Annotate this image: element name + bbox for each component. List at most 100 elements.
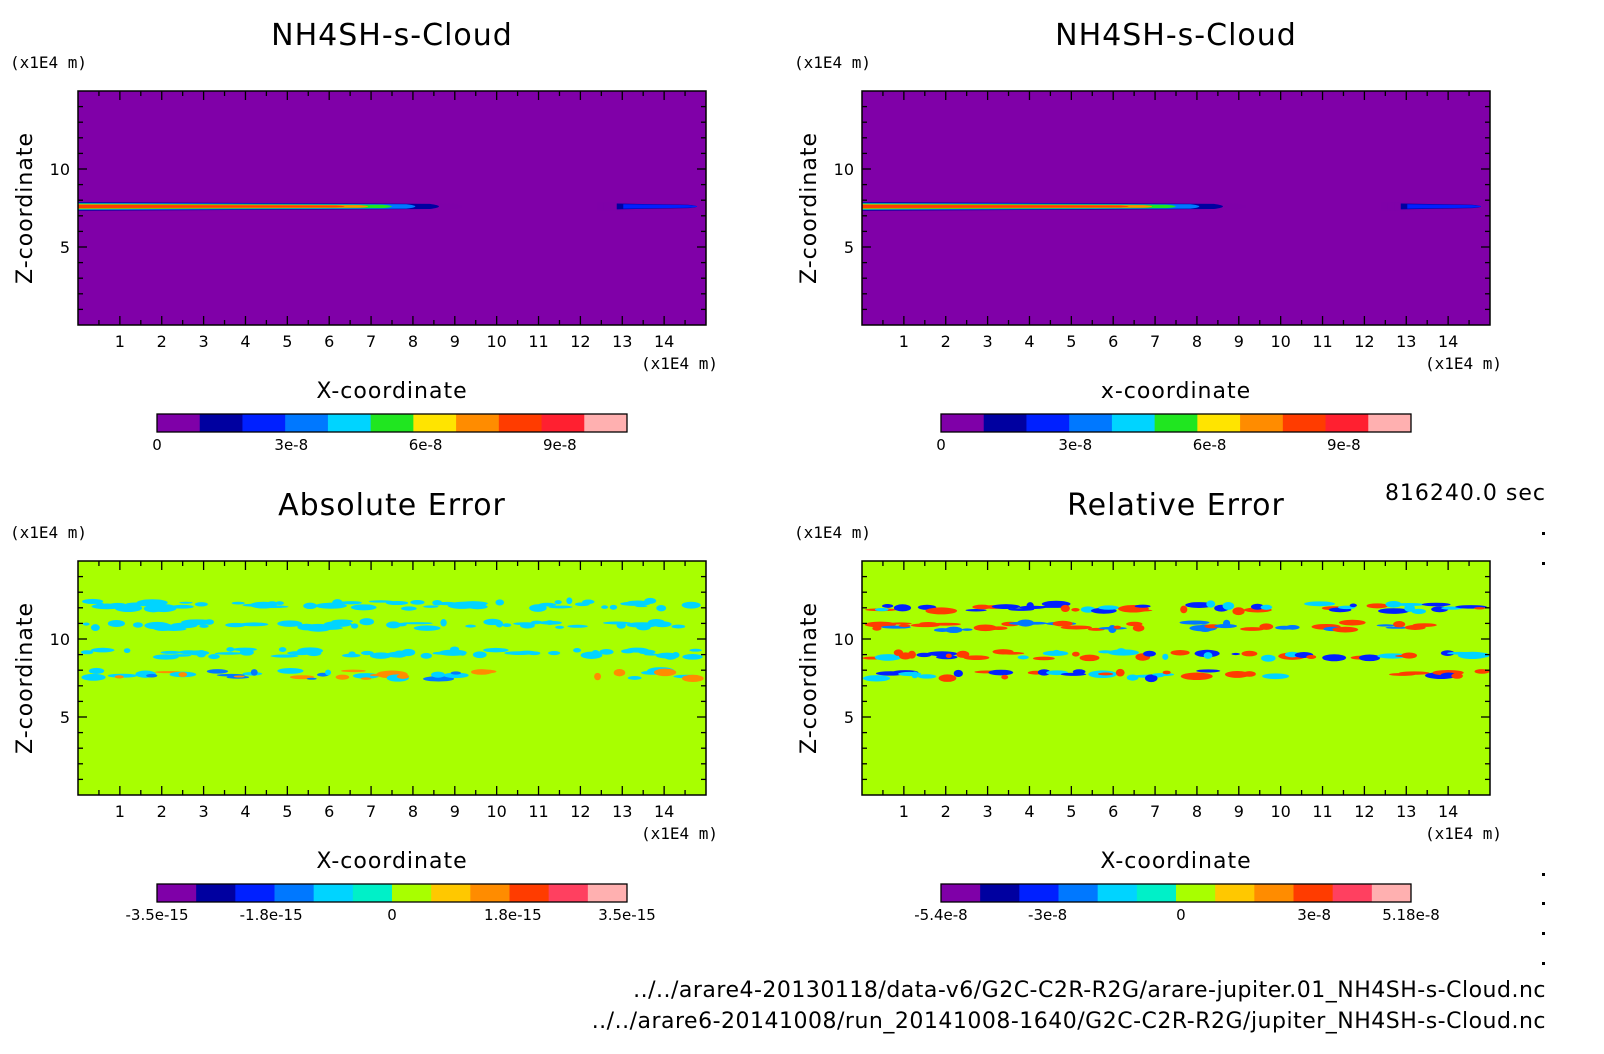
error-contour (350, 623, 359, 629)
error-contour (495, 620, 504, 628)
error-contour (1179, 620, 1210, 625)
error-contour (1185, 602, 1213, 609)
y-axis-title: Z-coordinate (13, 602, 38, 754)
colorbar-swatch (242, 414, 286, 432)
error-contour (671, 624, 686, 629)
colorbar-swatch (1368, 414, 1412, 432)
error-contour (303, 602, 318, 610)
error-contour (1180, 605, 1188, 614)
error-contour (96, 602, 104, 606)
error-contour (508, 651, 522, 655)
cloud-layer-contour (862, 204, 1129, 208)
error-contour (911, 671, 919, 679)
error-contour (400, 606, 417, 611)
y-tick-label: 10 (50, 630, 70, 649)
colorbar-swatch (470, 884, 510, 902)
error-contour (635, 605, 648, 608)
colorbar-swatch (199, 414, 243, 432)
colorbar-swatch (941, 414, 985, 432)
error-contour (644, 653, 660, 656)
x-tick-label: 9 (450, 802, 460, 821)
colorbar-tick-label: 3.5e-15 (598, 906, 656, 924)
error-contour (82, 622, 90, 626)
x-tick-label: 12 (570, 802, 590, 821)
colorbar-swatch (274, 884, 315, 902)
colorbar-swatch (1069, 414, 1113, 432)
error-contour (1152, 672, 1175, 677)
error-contour (1222, 601, 1235, 610)
margin-dots (1542, 532, 1545, 965)
error-contour (1411, 608, 1426, 615)
error-contour (1412, 623, 1437, 627)
error-contour (226, 647, 235, 652)
error-contour (1126, 609, 1153, 612)
x-tick-label: 8 (1192, 332, 1202, 351)
chart-title: Absolute Error (278, 488, 506, 523)
x-tick-label: 1 (899, 332, 909, 351)
error-contour (1338, 619, 1366, 626)
error-contour (483, 647, 509, 653)
error-contour (1170, 650, 1190, 656)
error-contour (335, 674, 350, 680)
error-contour (90, 647, 115, 653)
error-contour (1261, 654, 1276, 662)
error-contour (554, 600, 562, 605)
colorbar-swatch (1019, 884, 1059, 902)
error-contour (527, 651, 541, 656)
x-tick-label: 11 (528, 802, 548, 821)
error-contour (988, 669, 1014, 676)
error-contour (1033, 656, 1055, 661)
x-tick-label: 11 (528, 332, 548, 351)
x-tick-label: 8 (1192, 802, 1202, 821)
error-contour (681, 674, 704, 683)
error-contour (82, 598, 104, 605)
error-contour (385, 600, 409, 606)
error-contour (1304, 601, 1336, 607)
error-contour (208, 654, 220, 660)
error-contour (168, 654, 192, 657)
colorbar-swatch (1240, 414, 1284, 432)
chart-title: Relative Error (1067, 488, 1285, 523)
y-tick-label: 5 (844, 238, 854, 257)
colorbar-tick-label: -1.8e-15 (240, 906, 303, 924)
error-contour (1241, 650, 1258, 657)
error-contour (1393, 621, 1406, 628)
error-contour (1385, 626, 1409, 629)
error-contour (266, 601, 278, 607)
error-contour (306, 650, 322, 657)
error-contour (459, 651, 466, 656)
x-tick-label: 1 (115, 802, 125, 821)
colorbar-swatch (983, 414, 1027, 432)
x-tick-label: 4 (240, 802, 250, 821)
colorbar-swatch (1282, 414, 1327, 432)
error-contour (566, 597, 573, 605)
error-contour (1224, 670, 1250, 678)
colorbar-swatch (157, 414, 201, 432)
chart-panel-4: Relative Error(x1E4 m)(x1E4 m)1 2 3 4 5 6 7 8 9 1… (794, 488, 1502, 924)
error-contour (340, 669, 366, 673)
x-tick-label: 1 (899, 802, 909, 821)
error-contour (601, 605, 609, 609)
error-contour (306, 677, 317, 680)
error-contour (1162, 670, 1171, 675)
error-contour (1377, 608, 1410, 614)
error-contour (627, 676, 642, 680)
colorbar-swatch (1154, 414, 1198, 432)
x-tick-label: 6 (324, 332, 334, 351)
colorbar: 0 3e-8 6e-8 9e-8 (152, 413, 628, 454)
colorbar-swatch (587, 884, 628, 902)
error-contour (1037, 669, 1051, 676)
error-contour (609, 604, 618, 610)
error-contour (1377, 653, 1408, 659)
error-contour (656, 604, 667, 612)
colorbar-frame (940, 883, 1412, 903)
error-contour (652, 621, 672, 628)
error-contour (963, 655, 990, 661)
x-tick-label: 2 (941, 332, 951, 351)
x-tick-label: 10 (1270, 332, 1290, 351)
colorbar-swatch (327, 414, 372, 432)
colorbar-swatch (1371, 884, 1412, 902)
x-tick-label: 7 (366, 332, 376, 351)
field-features (80, 597, 704, 683)
x-tick-label: 2 (157, 332, 167, 351)
